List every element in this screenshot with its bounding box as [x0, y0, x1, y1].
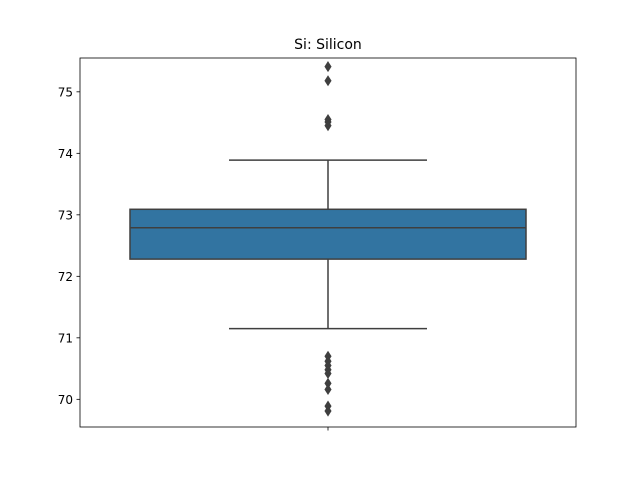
- axes-frame: [79, 57, 577, 428]
- y-axis: 70 71 72 73 74 75: [58, 85, 80, 407]
- y-tick-label: 70: [58, 393, 73, 407]
- plot-area: [129, 61, 527, 417]
- outlier-point: [324, 383, 332, 396]
- box-iqr: [129, 208, 527, 260]
- y-tick-label: 73: [58, 208, 73, 222]
- outlier-point: [324, 61, 332, 73]
- outlier-point: [324, 75, 332, 87]
- y-tick-label: 74: [58, 147, 73, 161]
- chart-title: Si: Silicon: [294, 37, 362, 53]
- y-tick-label: 75: [58, 85, 73, 99]
- outlier-point: [324, 405, 332, 417]
- y-tick-label: 71: [58, 331, 73, 345]
- outlier-point: [324, 120, 332, 132]
- y-tick-label: 72: [58, 270, 73, 284]
